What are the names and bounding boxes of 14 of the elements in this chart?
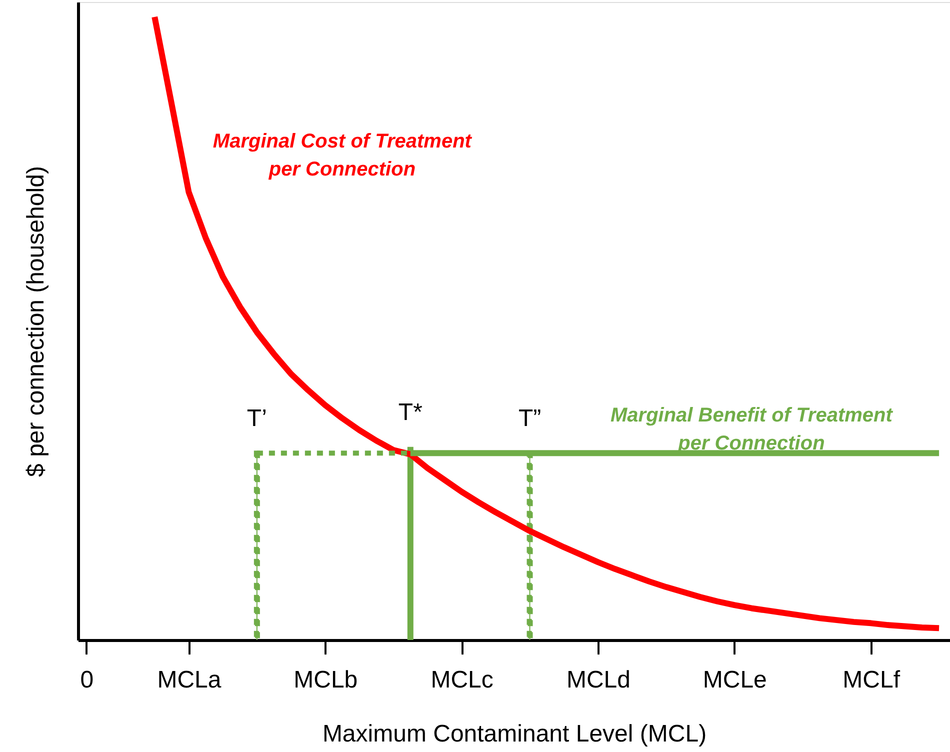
x-tick-label: MCLe [702, 666, 767, 694]
x-tick-label: MCLd [566, 666, 630, 694]
series-label: Marginal Cost of Treatment per Connection [212, 130, 473, 181]
annotation: T* [398, 398, 422, 426]
y-axis-title: $ per connection (household) [22, 166, 50, 477]
series-label: Marginal Benefit of Treatment per Connection [610, 404, 894, 455]
annotation: T’ [246, 405, 267, 432]
x-tick-label: MCLa [157, 666, 222, 694]
x-axis-title: Maximum Contaminant Level (MCL) [322, 720, 707, 748]
x-tick-label: MCLf [842, 666, 900, 694]
x-tick-label: MCLb [294, 666, 358, 694]
x-tick-label: MCLc [430, 666, 494, 694]
x-tick-label: 0 [80, 666, 94, 694]
annotation: T” [518, 405, 542, 432]
